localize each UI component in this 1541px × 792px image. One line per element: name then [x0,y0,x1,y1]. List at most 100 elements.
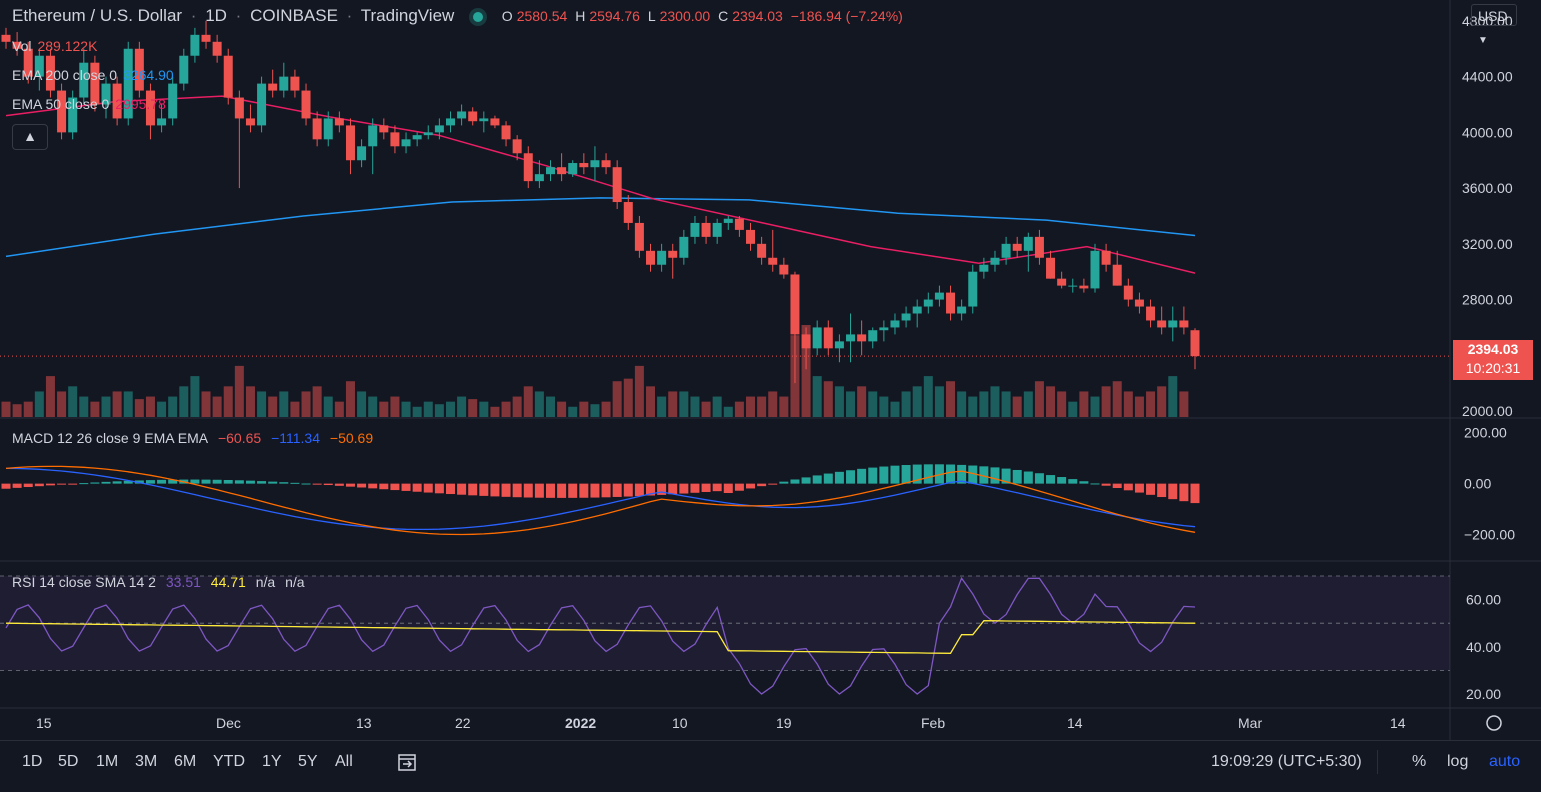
price-axis-label: 2800.00 [1462,292,1513,308]
macd-histogram-bar [779,481,789,484]
interval-label[interactable]: 1D [205,6,227,25]
candle-body [123,48,133,119]
macd-histogram-bar [823,473,833,484]
macd-histogram-bar [123,480,133,484]
candle-body [401,139,411,147]
candle-body [1157,320,1167,328]
symbol-title[interactable]: Ethereum / U.S. Dollar [12,6,183,25]
currency-dropdown[interactable]: USD ▼ [1471,4,1517,46]
candle-body [134,48,144,91]
macd-histogram-bar [34,483,44,487]
macd-histogram-bar [890,465,900,484]
candle-body [57,90,67,133]
candle-body [1068,285,1078,287]
volume-bar [134,399,144,417]
candle-body [923,299,933,307]
clock[interactable]: 19:09:29 (UTC+5:30) [1211,753,1362,770]
macd-histogram-bar [457,483,467,495]
time-axis-label: 14 [1067,715,1083,731]
range-button-5y[interactable]: 5Y [298,753,318,770]
candle-body [834,341,844,349]
macd-histogram-bar [901,465,911,484]
candle-body [679,236,689,258]
volume-bar [34,391,44,417]
ohlc-open: 2580.54 [516,8,568,24]
range-button-ytd[interactable]: YTD [213,753,245,770]
macd-histogram-bar [101,481,111,484]
volume-bar [401,401,411,417]
candle-body [1101,250,1111,265]
volume-bar [746,396,756,417]
last-price-tag: 2394.03 10:20:31 [1453,340,1533,380]
macd-histogram-bar [1034,473,1044,484]
candle-body [257,83,267,126]
collapse-legend-button[interactable]: ▲ [12,124,48,150]
range-button-1y[interactable]: 1Y [262,753,282,770]
volume-bar [1046,386,1056,417]
candle-body [579,163,589,168]
volume-bar [468,399,478,417]
volume-bar [934,386,944,417]
candle-body [657,250,667,265]
price-axis-label: 4800.00 [1462,13,1513,29]
range-button-all[interactable]: All [335,753,353,770]
volume-bar [1034,381,1044,417]
settings-gear-icon[interactable] [1486,715,1502,731]
macd-histogram-bar [979,466,989,484]
candle-body [368,125,378,147]
volume-bar [534,391,544,417]
rsi-legend[interactable]: RSI 14 close SMA 14 2 33.51 44.71 n/a n/… [12,574,305,590]
macd-histogram-bar [468,483,478,496]
candle-body [646,250,656,265]
volume-bar [990,386,1000,417]
range-button-6m[interactable]: 6M [174,753,197,770]
macd-histogram-bar [1068,479,1078,484]
macd-legend[interactable]: MACD 12 26 close 9 EMA EMA −60.65 −111.3… [12,430,374,446]
range-button-1m[interactable]: 1M [96,753,119,770]
vol-legend[interactable]: Vol 289.122K [12,38,98,54]
volume-bar [368,396,378,417]
percent-toggle[interactable]: % [1412,753,1427,770]
candle-body [345,125,355,161]
auto-toggle[interactable]: auto [1489,753,1521,770]
volume-bar [690,396,700,417]
macd-axis-label: −200.00 [1464,527,1515,543]
volume-bar [1001,391,1011,417]
candle-body [390,132,400,147]
ema200-legend[interactable]: EMA 200 close 0 3264.90 [12,67,174,83]
volume-bar [812,376,822,417]
macd-histogram-bar [1057,477,1067,484]
macd-histogram-bar [245,480,255,484]
volume-bar [757,396,767,417]
macd-histogram-bar [257,481,267,484]
time-axis-label: 2022 [565,715,596,731]
candle-body [212,41,222,56]
range-button-3m[interactable]: 3M [135,753,158,770]
macd-histogram-bar [479,483,489,496]
price-axis-label: 3200.00 [1462,236,1513,252]
volume-bar [768,391,778,417]
candle-body [1046,257,1056,279]
range-button-5d[interactable]: 5D [58,753,79,770]
volume-bar [212,396,222,417]
log-toggle[interactable]: log [1447,753,1469,770]
candle-body [157,118,167,126]
macd-histogram-bar [390,483,400,491]
macd-histogram-bar [812,475,822,484]
macd-histogram-bar [534,483,544,498]
range-button-1d[interactable]: 1D [22,753,43,770]
macd-histogram-bar [768,483,778,485]
candle-body [34,55,44,77]
rsi-axis-label: 20.00 [1466,686,1501,702]
rsi-axis-label: 60.00 [1466,592,1501,608]
macd-histogram-bar [512,483,522,498]
candle-body [801,334,811,349]
ohlc-close: 2394.03 [732,8,783,24]
macd-histogram-bar [190,479,200,484]
ema50-legend[interactable]: EMA 50 close 0 2995.78 [12,96,166,112]
candle-body [334,118,344,126]
macd-histogram-bar [434,483,444,494]
date-range-icon[interactable] [396,751,418,778]
volume-bar [512,396,522,417]
